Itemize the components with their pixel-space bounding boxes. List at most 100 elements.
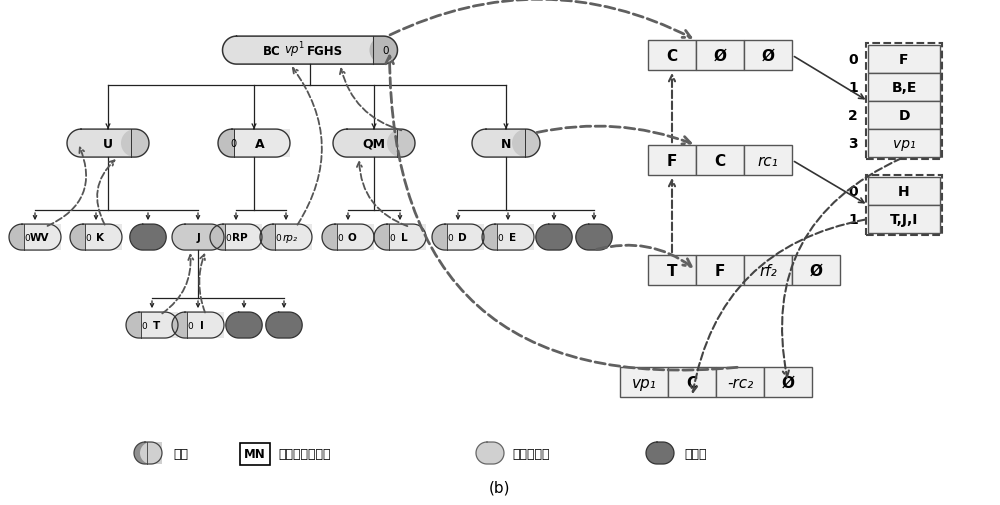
Bar <box>696 41 744 71</box>
Ellipse shape <box>508 225 534 250</box>
Text: BC: BC <box>263 44 281 58</box>
Bar <box>495 225 521 250</box>
Bar <box>648 146 696 176</box>
Text: L: L <box>401 233 407 242</box>
Bar <box>145 442 151 464</box>
Ellipse shape <box>374 225 400 250</box>
Text: N: N <box>501 137 511 150</box>
Text: H: H <box>898 185 910 198</box>
Ellipse shape <box>322 225 348 250</box>
Text: WV: WV <box>29 233 49 242</box>
Text: C: C <box>686 375 698 390</box>
Text: -rc₂: -rc₂ <box>727 375 753 390</box>
Text: D: D <box>898 109 910 123</box>
Bar <box>447 225 484 250</box>
Ellipse shape <box>67 130 95 158</box>
Bar <box>445 225 447 250</box>
Text: 0: 0 <box>848 53 858 67</box>
Bar <box>131 130 135 158</box>
Bar <box>273 225 299 250</box>
Bar <box>273 225 275 250</box>
Text: O: O <box>348 233 357 242</box>
Bar <box>868 74 940 102</box>
Text: 0: 0 <box>276 233 282 242</box>
Bar <box>696 146 744 176</box>
Bar <box>487 442 493 464</box>
Ellipse shape <box>140 442 162 464</box>
Ellipse shape <box>172 313 198 338</box>
Ellipse shape <box>134 442 156 464</box>
Ellipse shape <box>262 130 290 158</box>
Ellipse shape <box>576 225 602 250</box>
Bar <box>85 225 122 250</box>
Bar <box>234 130 290 158</box>
Text: 0: 0 <box>188 321 194 330</box>
Bar <box>81 130 135 158</box>
Text: T,J,I: T,J,I <box>890 213 918 227</box>
Bar <box>22 225 48 250</box>
Bar <box>347 130 401 158</box>
Ellipse shape <box>210 225 236 250</box>
Bar <box>764 367 812 397</box>
Text: F: F <box>715 263 725 278</box>
Bar <box>185 313 187 338</box>
Bar <box>279 313 289 338</box>
Ellipse shape <box>236 225 262 250</box>
Text: vp₁: vp₁ <box>893 137 915 151</box>
Bar <box>185 225 211 250</box>
Ellipse shape <box>35 225 61 250</box>
Text: $vp$: $vp$ <box>284 44 300 58</box>
Bar <box>397 130 401 158</box>
Bar <box>549 225 559 250</box>
Ellipse shape <box>333 130 361 158</box>
Text: rf₂: rf₂ <box>759 263 777 278</box>
Ellipse shape <box>286 225 312 250</box>
Ellipse shape <box>218 130 246 158</box>
Bar <box>239 313 249 338</box>
Text: 0: 0 <box>448 233 454 242</box>
Text: (b): (b) <box>489 480 511 494</box>
Bar <box>868 46 940 74</box>
Bar <box>648 256 696 285</box>
Bar <box>373 37 384 65</box>
Ellipse shape <box>458 225 484 250</box>
Ellipse shape <box>652 442 674 464</box>
Ellipse shape <box>198 313 224 338</box>
Bar <box>868 130 940 158</box>
Ellipse shape <box>586 225 612 250</box>
Text: 空指针: 空指针 <box>684 446 706 460</box>
Bar <box>145 442 147 464</box>
Ellipse shape <box>512 130 540 158</box>
Ellipse shape <box>262 130 290 158</box>
Ellipse shape <box>121 130 149 158</box>
Bar <box>223 225 249 250</box>
Bar <box>141 313 178 338</box>
Ellipse shape <box>9 225 35 250</box>
Bar <box>337 225 374 250</box>
Text: 1: 1 <box>848 213 858 227</box>
Bar <box>223 225 225 250</box>
Ellipse shape <box>140 225 166 250</box>
Text: D: D <box>458 233 466 242</box>
Bar <box>868 178 940 206</box>
Ellipse shape <box>348 225 374 250</box>
Bar <box>187 313 224 338</box>
Text: FGHS: FGHS <box>307 44 343 58</box>
Ellipse shape <box>152 313 178 338</box>
Ellipse shape <box>482 225 508 250</box>
Ellipse shape <box>508 225 534 250</box>
Ellipse shape <box>96 225 122 250</box>
Ellipse shape <box>134 442 156 464</box>
Bar <box>240 443 270 465</box>
Bar <box>22 225 24 250</box>
Text: 0: 0 <box>382 46 388 56</box>
Text: A: A <box>255 137 265 150</box>
Text: 0: 0 <box>142 321 148 330</box>
Text: Ø: Ø <box>810 263 822 278</box>
Text: 0: 0 <box>848 185 858 198</box>
Text: 0: 0 <box>498 233 504 242</box>
Text: F: F <box>899 53 909 67</box>
Ellipse shape <box>172 313 198 338</box>
Ellipse shape <box>546 225 572 250</box>
Ellipse shape <box>260 225 286 250</box>
